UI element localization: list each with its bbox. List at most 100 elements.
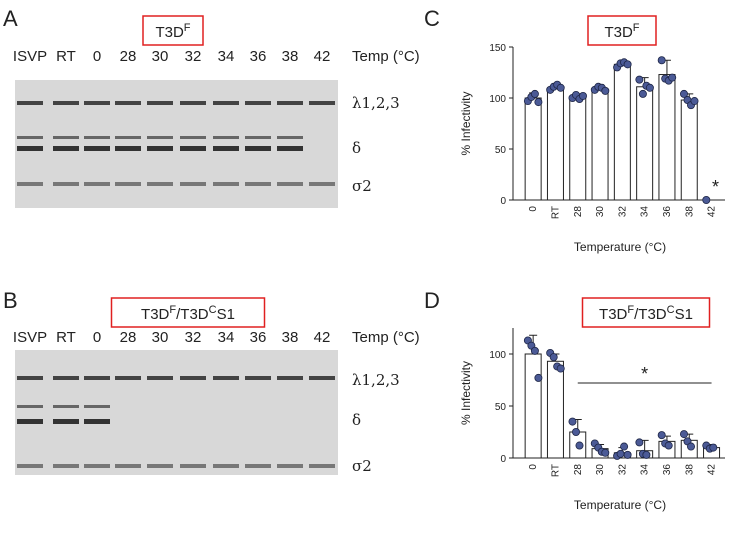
data-point	[579, 91, 588, 100]
gel-band	[213, 101, 239, 105]
lane-label: ISVP	[13, 48, 47, 65]
data-point	[568, 417, 577, 426]
band-label: λ1,2,3	[352, 371, 400, 389]
x-axis-label: Temperature (°C)	[574, 240, 666, 254]
lane-label: 32	[185, 329, 202, 346]
title-superscript: C	[209, 304, 217, 316]
gel-band	[115, 136, 141, 139]
data-point	[530, 89, 539, 98]
bar	[680, 99, 698, 201]
gel-band	[213, 376, 239, 380]
title-text: T3D	[599, 306, 628, 323]
title-superscript: F	[184, 22, 191, 34]
gel-band	[213, 136, 239, 139]
title-text: /T3D	[634, 306, 667, 323]
data-point	[702, 195, 711, 204]
data-point	[556, 83, 565, 92]
lane-label: 34	[218, 329, 235, 346]
panel-letter: B	[3, 288, 18, 313]
x-tick-label: RT	[550, 464, 561, 477]
data-point	[645, 83, 654, 92]
x-tick-label: 0	[528, 206, 539, 212]
bar	[591, 88, 609, 201]
bar	[546, 360, 564, 459]
gel-band	[245, 182, 271, 186]
panel-letter: D	[424, 288, 440, 313]
data-point	[620, 442, 629, 451]
lane-label: ISVP	[13, 329, 47, 346]
lane-label: 36	[250, 48, 267, 65]
gel-band	[17, 464, 43, 468]
gel-band	[309, 464, 335, 468]
gel-band	[213, 146, 239, 151]
title-box	[587, 15, 657, 46]
gel-band	[277, 146, 303, 151]
data-point	[575, 441, 584, 450]
data-point	[680, 430, 689, 439]
lane-label: 42	[314, 48, 331, 65]
lane-label: 28	[120, 48, 137, 65]
gel-band	[309, 182, 335, 186]
data-point	[687, 442, 696, 451]
panel-letter: A	[3, 6, 18, 31]
gel-band	[180, 464, 206, 468]
gel-band	[53, 419, 79, 424]
lane-label: 30	[152, 48, 169, 65]
gel-band	[147, 146, 173, 151]
gel-image	[15, 350, 338, 475]
gel-band	[147, 464, 173, 468]
gel-band	[17, 101, 43, 105]
gel-band	[84, 136, 110, 139]
x-tick-label: 0	[528, 464, 539, 470]
gel-band	[84, 146, 110, 151]
lane-label: 36	[250, 329, 267, 346]
data-point	[709, 443, 718, 452]
y-tick-label: 50	[495, 402, 507, 413]
gel-band	[53, 464, 79, 468]
gel-image	[15, 80, 338, 208]
gel-band	[180, 146, 206, 151]
y-axis-label: % Infectivity	[459, 361, 473, 425]
bar	[658, 74, 676, 201]
title-box	[110, 297, 266, 328]
gel-band	[309, 376, 335, 380]
temp-label: Temp (°C)	[352, 48, 420, 65]
title-superscript: F	[169, 304, 176, 316]
gel-band	[115, 464, 141, 468]
gel-band	[115, 101, 141, 105]
gel-band	[17, 405, 43, 408]
data-point	[680, 89, 689, 98]
panel-title: T3DF/T3DCS1	[141, 304, 235, 323]
gel-band	[84, 182, 110, 186]
band-label: δ	[352, 139, 361, 157]
gel-band	[115, 182, 141, 186]
gel-band	[245, 464, 271, 468]
gel-band	[213, 464, 239, 468]
data-point	[534, 98, 543, 107]
x-tick-label: 42	[707, 464, 718, 476]
data-point	[657, 56, 666, 65]
data-point	[690, 97, 699, 106]
data-point	[635, 438, 644, 447]
bar	[524, 353, 542, 459]
data-point	[572, 427, 581, 436]
x-tick-label: 30	[595, 206, 606, 218]
panel-title: T3DF	[155, 22, 190, 41]
gel-band	[53, 146, 79, 151]
data-point	[638, 89, 647, 98]
data-point	[549, 353, 558, 362]
x-tick-label: 42	[707, 206, 718, 218]
gel-band	[277, 182, 303, 186]
gel-band	[245, 146, 271, 151]
gel-band	[53, 136, 79, 139]
gel-band	[84, 101, 110, 105]
band-label: δ	[352, 411, 361, 429]
lane-label: 0	[93, 48, 101, 65]
lane-label: 34	[218, 48, 235, 65]
gel-band	[180, 136, 206, 139]
gel-band	[53, 101, 79, 105]
gel-band	[277, 136, 303, 139]
bar	[636, 86, 654, 201]
lane-label: 38	[282, 48, 299, 65]
